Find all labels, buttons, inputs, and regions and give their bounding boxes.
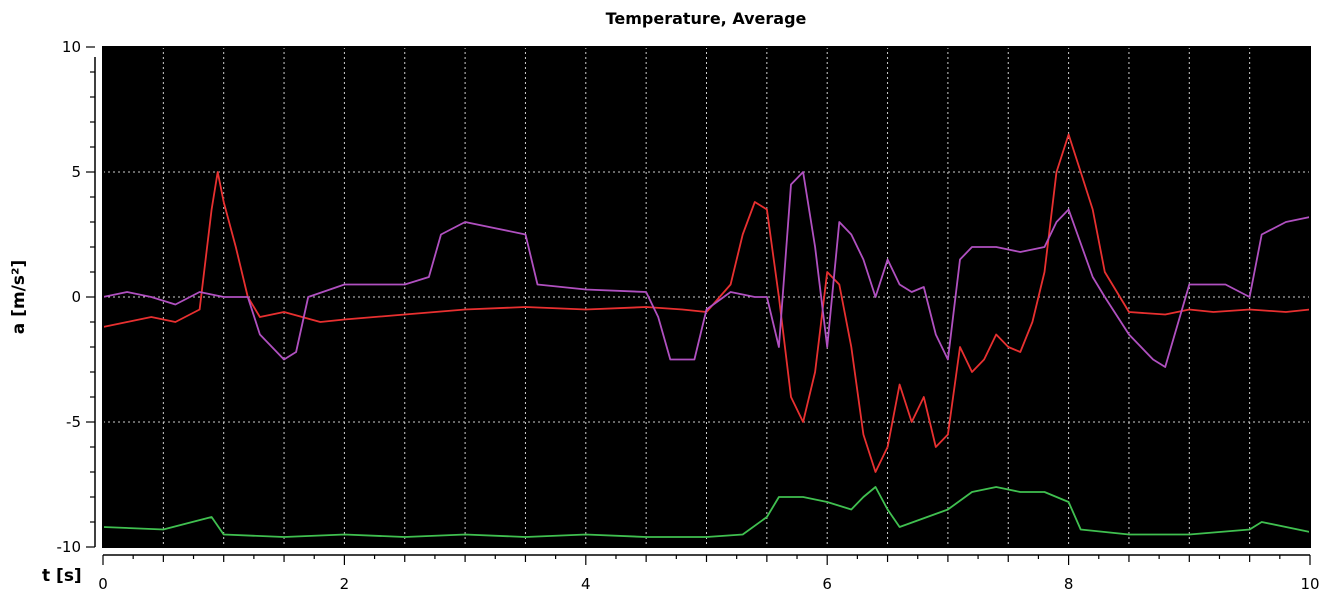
plot-frame: [102, 46, 1311, 548]
y-tick-label: 0: [71, 288, 81, 306]
axes: 10 5 0 -5 -10 0 2 4 6 8 10: [57, 38, 1320, 593]
y-tick-label: 10: [62, 38, 81, 56]
y-tick-label: 5: [71, 163, 81, 181]
chart-title: Temperature, Average: [606, 9, 807, 28]
x-tick-label: 2: [340, 575, 350, 593]
grid-lines: [102, 46, 1311, 548]
x-tick-label: 0: [98, 575, 108, 593]
y-axis-label: a [m/s²]: [9, 260, 29, 334]
y-tick-label: -5: [66, 413, 81, 431]
x-tick-label: 10: [1300, 575, 1319, 593]
x-tick-label: 8: [1064, 575, 1074, 593]
x-tick-label: 6: [822, 575, 832, 593]
x-tick-label: 4: [581, 575, 591, 593]
y-tick-label: -10: [57, 538, 82, 556]
x-axis-label: t [s]: [42, 566, 82, 586]
series-layer: [102, 133, 1311, 538]
series-line-3: [102, 486, 1311, 538]
series-line-2: [102, 171, 1311, 368]
